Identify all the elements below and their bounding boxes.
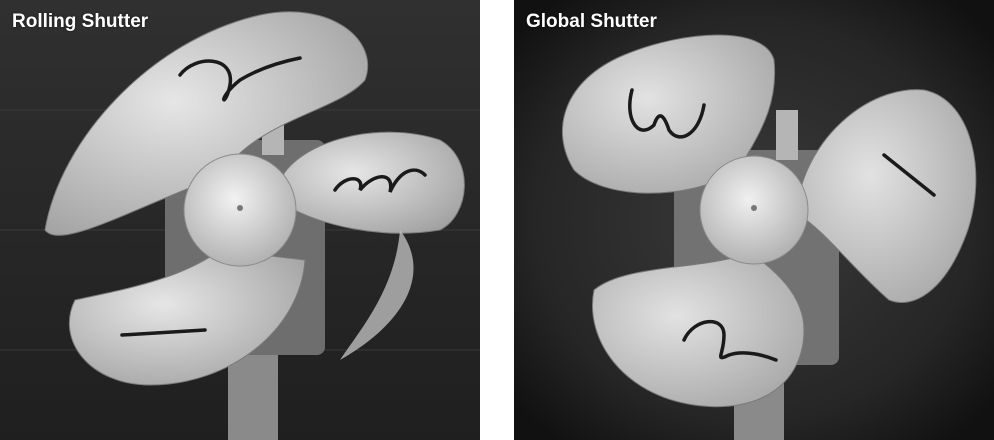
fan-blade-top: [44, 11, 369, 236]
blade-mark-2: [178, 56, 302, 102]
rolling-shutter-photo: Rolling Shutter: [0, 0, 480, 440]
fan-blade-top: [561, 34, 776, 194]
fan-stand: [228, 350, 278, 440]
blade-mark-3: [333, 168, 427, 193]
rolling-shutter-fan-illustration: [0, 0, 480, 440]
global-shutter-photo: Global Shutter: [514, 0, 994, 440]
fan-blade-bottom: [69, 249, 306, 386]
fan-hub-center: [751, 205, 757, 211]
panel-caption: Rolling Shutter: [12, 11, 149, 32]
fan-hub-center: [237, 205, 243, 211]
blade-mark-1: [120, 328, 207, 337]
global-shutter-fan-illustration: [514, 0, 994, 440]
panel-separator: [480, 0, 514, 440]
blade-markings: [120, 56, 427, 337]
fan-blade-bottom: [592, 254, 805, 408]
motor-rod: [776, 110, 798, 160]
fan-blade-right: [279, 131, 465, 234]
blade-markings: [628, 88, 936, 362]
fan-blade-motion-blur: [340, 230, 414, 360]
fan-blade-right: [798, 89, 977, 303]
blade-mark-3: [628, 88, 706, 139]
blade-mark-2: [682, 319, 778, 362]
blade-mark-1: [882, 153, 936, 197]
panel-caption: Global Shutter: [526, 11, 657, 32]
